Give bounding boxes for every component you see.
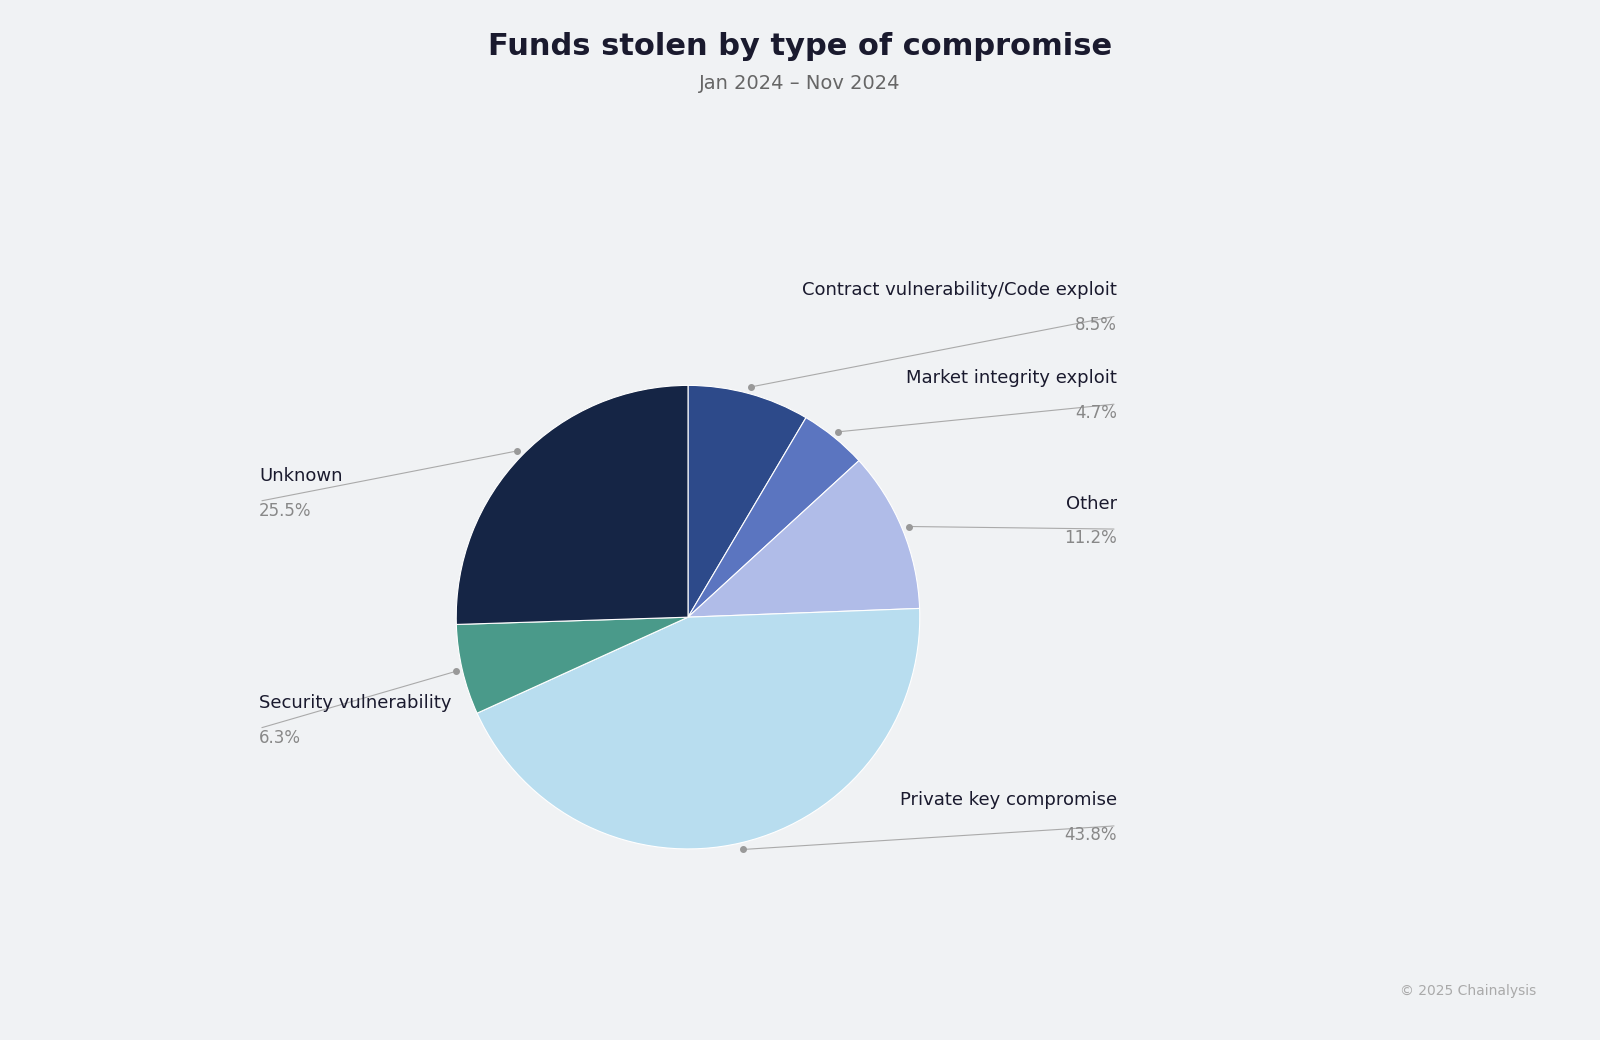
Text: Unknown: Unknown: [259, 467, 342, 485]
Text: 8.5%: 8.5%: [1075, 316, 1117, 334]
Wedge shape: [456, 617, 688, 713]
Text: 25.5%: 25.5%: [259, 501, 312, 520]
Text: 6.3%: 6.3%: [259, 729, 301, 747]
Text: 4.7%: 4.7%: [1075, 405, 1117, 422]
Wedge shape: [477, 608, 920, 849]
Text: Contract vulnerability/Code exploit: Contract vulnerability/Code exploit: [802, 282, 1117, 300]
Text: Funds stolen by type of compromise: Funds stolen by type of compromise: [488, 32, 1112, 61]
Text: Other: Other: [1066, 495, 1117, 513]
Wedge shape: [688, 418, 859, 617]
Text: Security vulnerability: Security vulnerability: [259, 694, 451, 712]
Text: © 2025 Chainalysis: © 2025 Chainalysis: [1400, 985, 1536, 998]
Text: 11.2%: 11.2%: [1064, 529, 1117, 547]
Wedge shape: [688, 386, 806, 617]
Text: Market integrity exploit: Market integrity exploit: [906, 369, 1117, 388]
Wedge shape: [688, 461, 920, 617]
Wedge shape: [456, 386, 688, 624]
Text: Jan 2024 – Nov 2024: Jan 2024 – Nov 2024: [699, 74, 901, 93]
Text: 43.8%: 43.8%: [1064, 826, 1117, 844]
Text: Private key compromise: Private key compromise: [899, 791, 1117, 809]
